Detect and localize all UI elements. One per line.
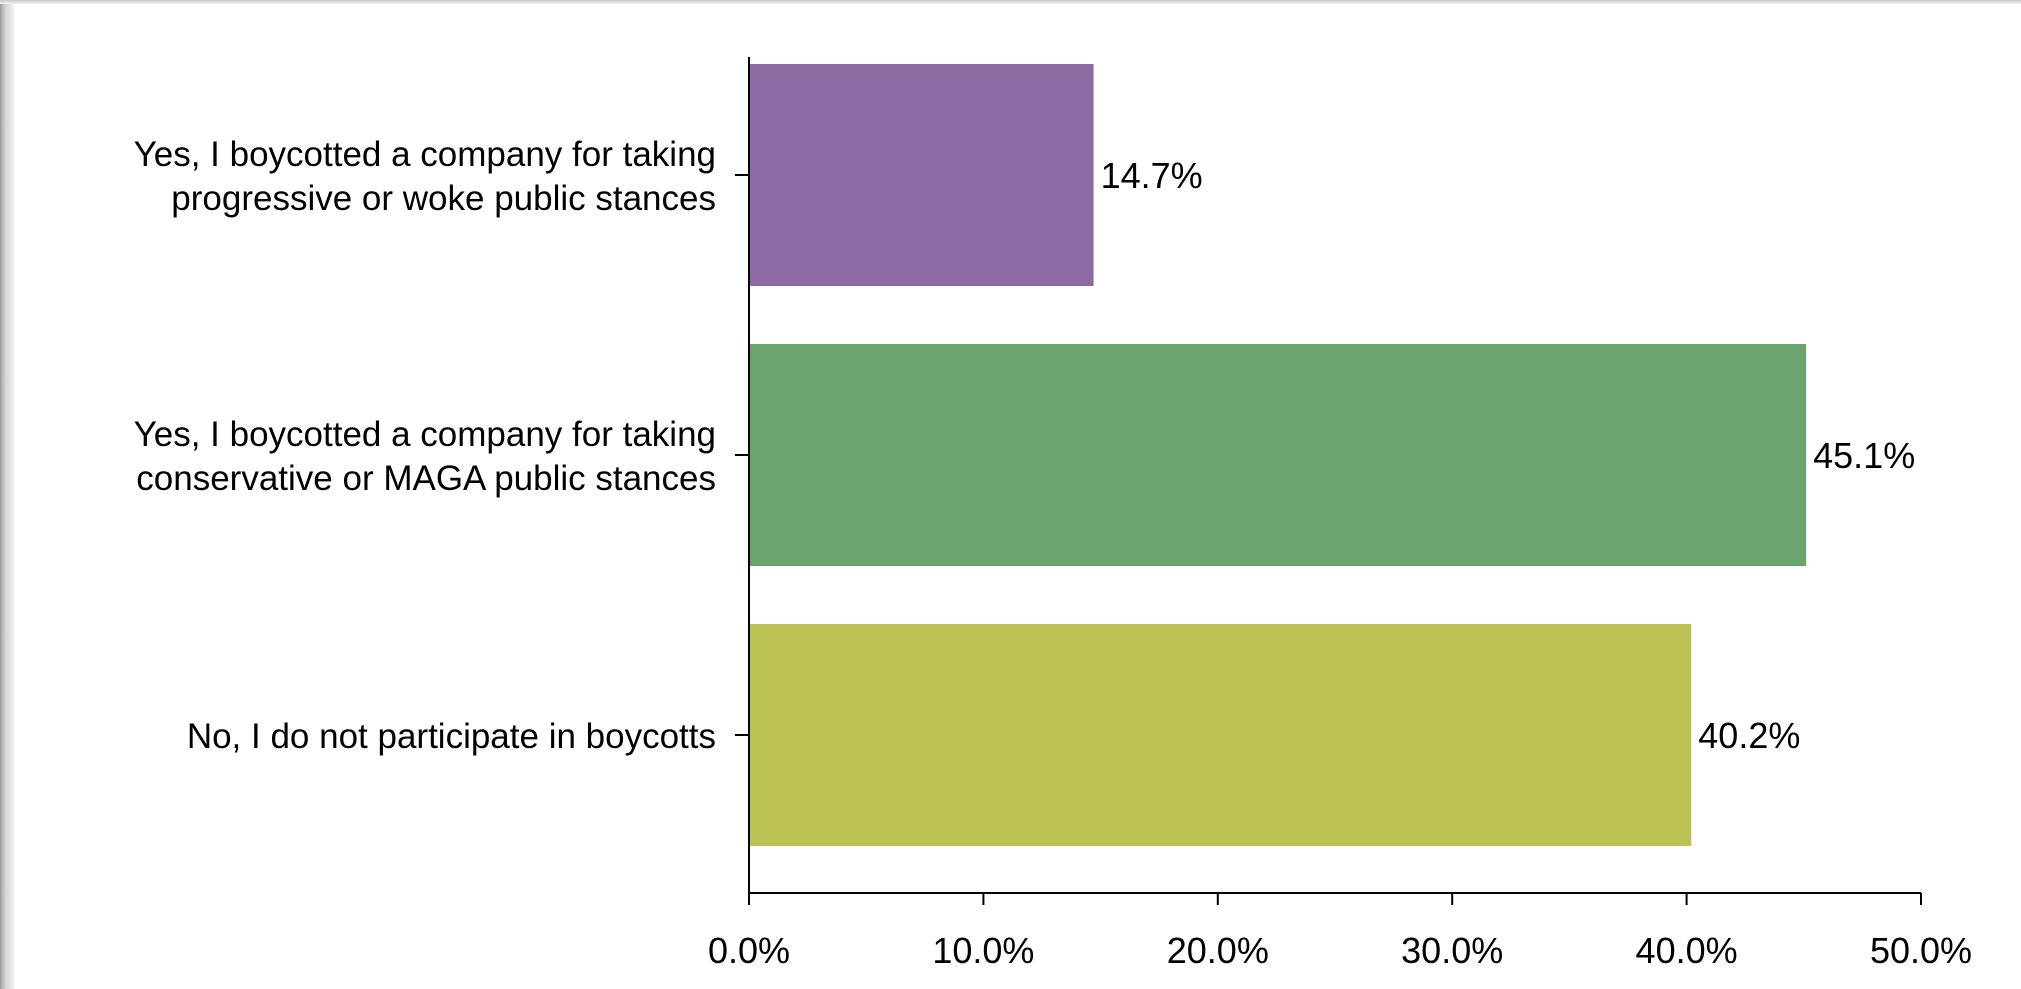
x-tick-label-4: 30.0%: [1401, 930, 1503, 971]
axes-layer: [735, 57, 1922, 905]
x-tick-label-1: 0.0%: [708, 930, 790, 971]
x-tick-label-2: 10.0%: [932, 930, 1034, 971]
bars-layer: [749, 64, 1807, 846]
x-tick-label-6: 50.0%: [1870, 930, 1972, 971]
window-top-edge: [0, 0, 2021, 4]
x-tick-label-3: 20.0%: [1167, 930, 1269, 971]
bar-2: [749, 344, 1807, 566]
category-label-2-line-1: Yes, I boycotted a company for taking: [134, 415, 716, 454]
category-label-3-line-1: No, I do not participate in boycotts: [187, 717, 716, 756]
category-label-1-line-2: progressive or woke public stances: [171, 179, 716, 218]
x-tick-label-5: 40.0%: [1636, 930, 1738, 971]
data-label-1: 14.7%: [1101, 155, 1203, 196]
bar-1: [749, 64, 1094, 286]
data-label-2: 45.1%: [1813, 435, 1915, 476]
category-label-1-line-1: Yes, I boycotted a company for taking: [134, 135, 716, 174]
category-label-2-line-2: conservative or MAGA public stances: [136, 459, 716, 498]
labels-layer: 14.7% Yes, I boycotted a company for taki…: [134, 135, 1972, 971]
data-label-3: 40.2%: [1698, 715, 1800, 756]
bar-3: [749, 624, 1692, 846]
